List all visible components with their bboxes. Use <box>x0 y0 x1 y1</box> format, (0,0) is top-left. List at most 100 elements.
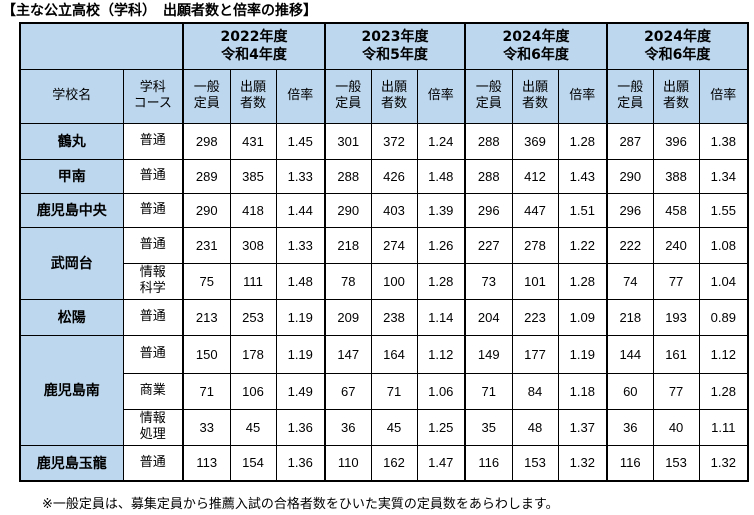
course-cell: 普通 <box>122 334 184 374</box>
course-cell: 普通 <box>122 192 184 228</box>
table-row: 松陽 普通 213 253 1.19 209 238 1.14 204 223 1.09 218 193… <box>19 298 750 336</box>
ratio-cell: 1.47 <box>416 444 466 482</box>
ratio-cell: 1.28 <box>416 262 466 300</box>
ratio-cell: 1.06 <box>416 372 466 410</box>
capacity-cell: 288 <box>324 158 372 194</box>
capacity-cell: 218 <box>324 226 372 264</box>
applicants-cell: 447 <box>511 192 559 228</box>
school-name-cell: 武岡台 <box>19 226 124 300</box>
capacity-cell: 71 <box>182 372 231 410</box>
school-name-cell: 甲南 <box>19 158 124 194</box>
ratio-cell: 1.28 <box>557 262 608 300</box>
applicants-cell: 403 <box>370 192 418 228</box>
applicants-header: 出願 者数 <box>652 68 700 124</box>
ratio-header: 倍率 <box>698 68 750 124</box>
applicants-cell: 153 <box>511 444 559 482</box>
ratio-cell: 1.19 <box>275 298 326 336</box>
ratio-cell: 1.26 <box>416 226 466 264</box>
table-row: 情報 処理 33 45 1.36 36 45 1.25 35 48 1.37 36 40 1.11 <box>20 408 750 446</box>
ratio-cell: 1.49 <box>275 372 326 410</box>
ratio-cell: 1.45 <box>275 122 326 160</box>
applicants-header-text: 出願 者数 <box>522 80 549 111</box>
page-title: 【主な公立高校（学科） 出願者数と倍率の推移】 <box>2 3 317 19</box>
ratio-cell: 1.34 <box>698 158 750 194</box>
applicants-cell: 84 <box>511 372 559 410</box>
capacity-header-text: 一般 定員 <box>335 80 362 111</box>
ratio-cell: 1.36 <box>275 444 326 482</box>
applicants-cell: 177 <box>511 334 559 374</box>
capacity-cell: 147 <box>324 334 372 374</box>
capacity-cell: 301 <box>324 122 372 160</box>
era-label: 令和4年度 <box>221 47 287 64</box>
capacity-cell: 218 <box>606 298 654 336</box>
course-text: 普通 <box>139 237 166 252</box>
applicants-cell: 45 <box>229 408 277 446</box>
capacity-header-text: 一般 定員 <box>193 80 220 111</box>
applicants-cell: 253 <box>229 298 277 336</box>
table-row: 鹿児島南 普通 150 178 1.19 147 164 1.12 149 177 1.19 144 1… <box>19 334 750 446</box>
ratio-cell: 1.04 <box>698 262 750 300</box>
applicants-cell: 48 <box>511 408 559 446</box>
capacity-cell: 60 <box>606 372 654 410</box>
ratio-cell: 1.14 <box>416 298 466 336</box>
applicants-table: 2022年度 令和4年度 2023年度 令和5年度 2024年度 令和6年度 2024… <box>19 22 750 482</box>
ratio-header: 倍率 <box>275 68 326 124</box>
ratio-cell: 1.09 <box>557 298 608 336</box>
applicants-header-text: 出願 者数 <box>663 80 690 111</box>
course-header: 学科 コース <box>122 68 184 124</box>
ratio-cell: 1.28 <box>698 372 750 410</box>
ratio-cell: 1.11 <box>698 408 750 446</box>
applicants-cell: 77 <box>652 262 700 300</box>
ratio-cell: 1.24 <box>416 122 466 160</box>
applicants-cell: 308 <box>229 226 277 264</box>
course-text: 普通 <box>139 133 166 148</box>
ratio-cell: 1.33 <box>275 226 326 264</box>
school-name-cell: 松陽 <box>19 298 124 336</box>
capacity-cell: 296 <box>464 192 513 228</box>
year-label: 2024年度 <box>502 29 570 46</box>
course-text: 情報 科学 <box>139 265 166 296</box>
capacity-cell: 36 <box>324 408 372 446</box>
applicants-cell: 418 <box>229 192 277 228</box>
capacity-cell: 73 <box>464 262 513 300</box>
capacity-cell: 71 <box>464 372 513 410</box>
applicants-cell: 388 <box>652 158 700 194</box>
table-row: 情報 科学 75 111 1.48 78 100 1.28 73 101 1.28 74 77 1.04 <box>20 262 750 300</box>
ratio-cell: 1.51 <box>557 192 608 228</box>
applicants-header: 出願 者数 <box>229 68 277 124</box>
year-header: 2024年度 令和6年度 <box>464 22 608 70</box>
applicants-cell: 153 <box>652 444 700 482</box>
applicants-cell: 45 <box>370 408 418 446</box>
applicants-cell: 154 <box>229 444 277 482</box>
capacity-cell: 222 <box>606 226 654 264</box>
course-cell: 情報 科学 <box>122 262 184 300</box>
course-text: 情報 処理 <box>139 411 166 442</box>
capacity-header: 一般 定員 <box>324 68 372 124</box>
ratio-cell: 1.32 <box>698 444 750 482</box>
year-header: 2023年度 令和5年度 <box>324 22 466 70</box>
capacity-cell: 213 <box>182 298 231 336</box>
applicants-cell: 71 <box>370 372 418 410</box>
year-header: 2022年度 令和4年度 <box>181 22 326 70</box>
ratio-cell: 1.18 <box>557 372 608 410</box>
capacity-cell: 289 <box>182 158 231 194</box>
era-label: 令和6年度 <box>503 47 569 64</box>
applicants-cell: 274 <box>370 226 418 264</box>
capacity-cell: 290 <box>182 192 231 228</box>
table-row: 鶴丸 普通 298 431 1.45 301 372 1.24 288 369 1.28 287 396… <box>19 122 750 160</box>
course-text: 普通 <box>139 454 166 470</box>
ratio-cell: 1.37 <box>557 408 608 446</box>
capacity-header: 一般 定員 <box>182 68 231 124</box>
course-header-text: 学科 コース <box>133 80 172 111</box>
capacity-header: 一般 定員 <box>606 68 654 124</box>
applicants-cell: 396 <box>652 122 700 160</box>
applicants-header-text: 出願 者数 <box>239 80 266 111</box>
era-label: 令和5年度 <box>362 47 428 64</box>
ratio-cell: 1.48 <box>416 158 466 194</box>
applicants-cell: 164 <box>370 334 418 374</box>
capacity-cell: 110 <box>324 444 372 482</box>
year-label: 2024年度 <box>644 29 712 46</box>
applicants-cell: 162 <box>370 444 418 482</box>
capacity-cell: 149 <box>464 334 513 374</box>
applicants-cell: 161 <box>652 334 700 374</box>
